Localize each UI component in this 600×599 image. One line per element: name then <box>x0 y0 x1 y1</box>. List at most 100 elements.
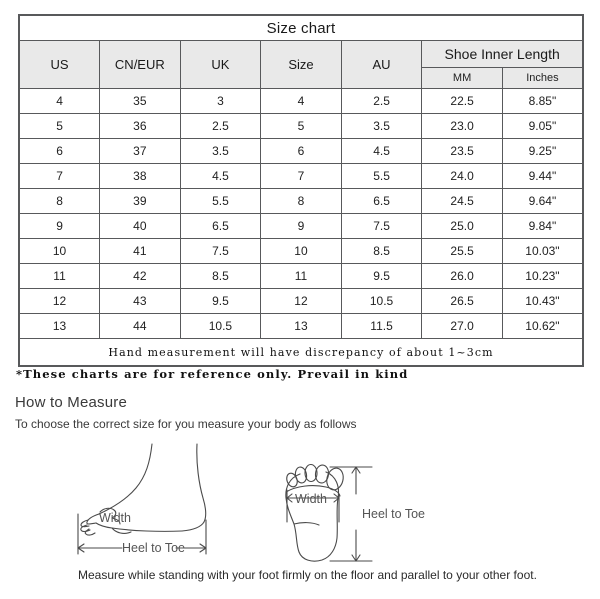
cell-au: 6.5 <box>340 188 423 214</box>
cell-au: 11.5 <box>340 313 423 339</box>
table-row: 4 35 3 4 2.5 22.5 8.85" <box>18 88 584 114</box>
cell-size: 5 <box>260 113 342 139</box>
cell-cn-eur: 41 <box>99 238 181 264</box>
column-header-cn-eur: CN/EUR <box>99 40 181 89</box>
column-header-mm: MM <box>421 67 503 89</box>
top-view-footprint-icon <box>285 463 344 562</box>
column-header-shoe-inner-length: Shoe Inner Length <box>421 40 584 68</box>
cell-cn-eur: 43 <box>99 288 181 314</box>
cell-size: 7 <box>260 163 342 189</box>
size-chart-container: Size chart US CN/EUR UK Size AU Shoe Inn… <box>18 14 584 367</box>
top-view-width-label: Width <box>295 492 327 506</box>
cell-inches: 9.44" <box>501 163 584 189</box>
table-row: 6 37 3.5 6 4.5 23.5 9.25" <box>18 138 584 164</box>
cell-us: 8 <box>18 188 101 214</box>
table-title-row: Size chart <box>18 14 584 41</box>
cell-cn-eur: 36 <box>99 113 181 139</box>
how-to-measure-heading: How to Measure <box>15 394 128 411</box>
cell-inches: 9.25" <box>501 138 584 164</box>
cell-mm: 24.5 <box>421 188 503 214</box>
cell-inches: 10.43" <box>501 288 584 314</box>
column-header-inches: Inches <box>501 67 584 89</box>
cell-size: 12 <box>260 288 342 314</box>
cell-size: 9 <box>260 213 342 239</box>
cell-us: 4 <box>18 88 101 114</box>
cell-us: 10 <box>18 238 101 264</box>
cell-uk: 3.5 <box>179 138 262 164</box>
cell-mm: 24.0 <box>421 163 503 189</box>
column-header-au: AU <box>340 40 423 89</box>
cell-uk: 7.5 <box>179 238 262 264</box>
cell-uk: 2.5 <box>179 113 262 139</box>
cell-au: 10.5 <box>340 288 423 314</box>
cell-cn-eur: 37 <box>99 138 181 164</box>
cell-uk: 5.5 <box>179 188 262 214</box>
cell-au: 4.5 <box>340 138 423 164</box>
cell-uk: 9.5 <box>179 288 262 314</box>
cell-au: 3.5 <box>340 113 423 139</box>
cell-mm: 25.5 <box>421 238 503 264</box>
cell-au: 5.5 <box>340 163 423 189</box>
page-title: Size chart <box>18 14 584 41</box>
cell-inches: 10.23" <box>501 263 584 289</box>
cell-mm: 26.0 <box>421 263 503 289</box>
table-header-row-main: US CN/EUR UK Size AU Shoe Inner Length <box>18 40 584 89</box>
side-view-heel-to-toe-label: Heel to Toe <box>122 541 185 555</box>
cell-cn-eur: 42 <box>99 263 181 289</box>
cell-us: 6 <box>18 138 101 164</box>
cell-cn-eur: 40 <box>99 213 181 239</box>
cell-mm: 23.5 <box>421 138 503 164</box>
side-view-width-label: Width <box>99 511 131 525</box>
top-view-heel-to-toe-label: Heel to Toe <box>362 507 425 521</box>
cell-size: 13 <box>260 313 342 339</box>
column-header-uk: UK <box>179 40 262 89</box>
cell-au: 8.5 <box>340 238 423 264</box>
cell-uk: 4.5 <box>179 163 262 189</box>
cell-inches: 8.85" <box>501 88 584 114</box>
cell-uk: 10.5 <box>179 313 262 339</box>
cell-us: 7 <box>18 163 101 189</box>
cell-size: 10 <box>260 238 342 264</box>
cell-cn-eur: 38 <box>99 163 181 189</box>
table-header-row-sub: MM Inches <box>19 67 584 89</box>
cell-us: 11 <box>18 263 101 289</box>
side-view-foot-icon <box>80 443 207 536</box>
reference-disclaimer: *These charts are for reference only. Pr… <box>16 367 409 381</box>
cell-size: 11 <box>260 263 342 289</box>
cell-uk: 6.5 <box>179 213 262 239</box>
table-row: 7 38 4.5 7 5.5 24.0 9.44" <box>18 163 584 189</box>
hand-measurement-note: Hand measurement will have discrepancy o… <box>18 338 584 367</box>
table-row: 8 39 5.5 8 6.5 24.5 9.64" <box>18 188 584 214</box>
cell-us: 12 <box>18 288 101 314</box>
column-header-size: Size <box>260 40 342 89</box>
cell-uk: 8.5 <box>179 263 262 289</box>
table-row: 5 36 2.5 5 3.5 23.0 9.05" <box>18 113 584 139</box>
cell-us: 9 <box>18 213 101 239</box>
cell-size: 8 <box>260 188 342 214</box>
top-view-heel-to-toe-dimension <box>329 466 373 562</box>
table-row: 9 40 6.5 9 7.5 25.0 9.84" <box>18 213 584 239</box>
table-row: 12 43 9.5 12 10.5 26.5 10.43" <box>18 288 584 314</box>
column-header-us: US <box>18 40 101 89</box>
cell-mm: 22.5 <box>421 88 503 114</box>
cell-inches: 10.03" <box>501 238 584 264</box>
cell-cn-eur: 35 <box>99 88 181 114</box>
cell-size: 6 <box>260 138 342 164</box>
cell-cn-eur: 44 <box>99 313 181 339</box>
cell-au: 9.5 <box>340 263 423 289</box>
foot-diagrams: Width Heel to Toe Width Heel to Toe <box>0 432 600 562</box>
cell-inches: 9.05" <box>501 113 584 139</box>
table-row: 11 42 8.5 11 9.5 26.0 10.23" <box>18 263 584 289</box>
cell-mm: 23.0 <box>421 113 503 139</box>
cell-inches: 9.64" <box>501 188 584 214</box>
size-chart-table: Size chart US CN/EUR UK Size AU Shoe Inn… <box>18 14 584 367</box>
top-view-width-dimension <box>286 489 340 523</box>
measurement-caption: Measure while standing with your foot fi… <box>78 568 537 582</box>
table-row: 13 44 10.5 13 11.5 27.0 10.62" <box>18 313 584 339</box>
cell-uk: 3 <box>179 88 262 114</box>
cell-mm: 25.0 <box>421 213 503 239</box>
cell-size: 4 <box>260 88 342 114</box>
how-to-measure-subtitle: To choose the correct size for you measu… <box>15 417 357 431</box>
cell-mm: 27.0 <box>421 313 503 339</box>
cell-cn-eur: 39 <box>99 188 181 214</box>
